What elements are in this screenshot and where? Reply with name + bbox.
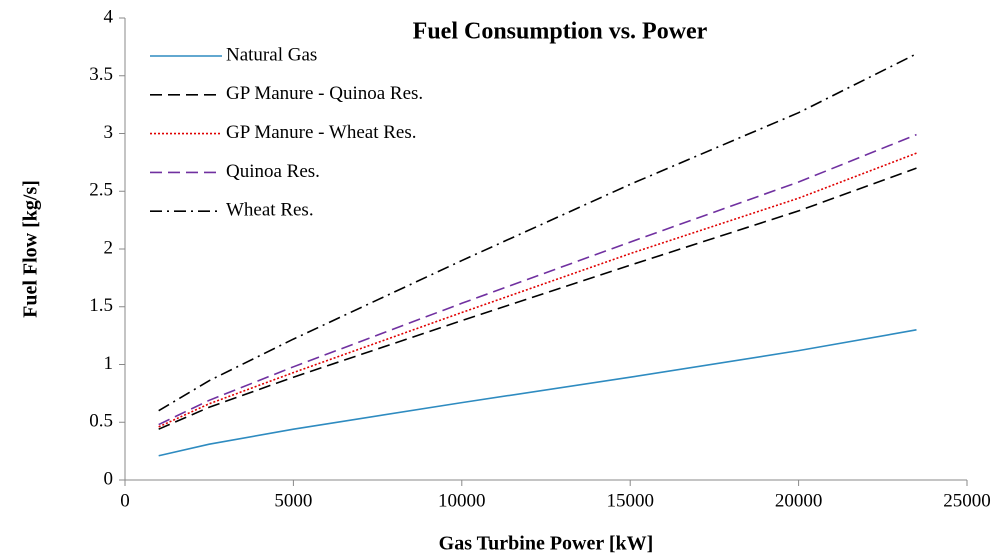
x-tick-label: 5000 [274,490,312,511]
y-tick-label: 2 [104,237,114,258]
y-tick-label: 4 [104,6,114,27]
y-tick-label: 0 [104,468,114,489]
y-tick-label: 2.5 [89,180,113,201]
x-axis-label: Gas Turbine Power [kW] [439,533,654,555]
legend-label: GP Manure - Wheat Res. [226,122,416,143]
series-line [158,167,917,430]
chart-title: Fuel Consumption vs. Power [413,19,708,45]
legend-label: Wheat Res. [226,200,314,221]
series-line [158,329,917,457]
legend-label: GP Manure - Quinoa Res. [226,83,423,104]
series-line [158,53,917,412]
y-tick-label: 3 [104,122,114,143]
legend-label: Natural Gas [226,44,317,65]
y-tick-label: 0.5 [89,411,113,432]
legend-label: Quinoa Res. [226,161,320,182]
y-tick-label: 1.5 [89,295,113,316]
y-axis-label: Fuel Flow [kg/s] [20,180,42,318]
x-tick-label: 20000 [775,490,823,511]
series-line [158,133,917,426]
x-tick-label: 0 [120,490,130,511]
series-line [158,152,917,428]
x-tick-label: 25000 [943,490,991,511]
x-tick-label: 15000 [606,490,654,511]
y-tick-label: 3.5 [89,64,113,85]
x-tick-label: 10000 [438,490,486,511]
y-tick-label: 1 [104,353,114,374]
